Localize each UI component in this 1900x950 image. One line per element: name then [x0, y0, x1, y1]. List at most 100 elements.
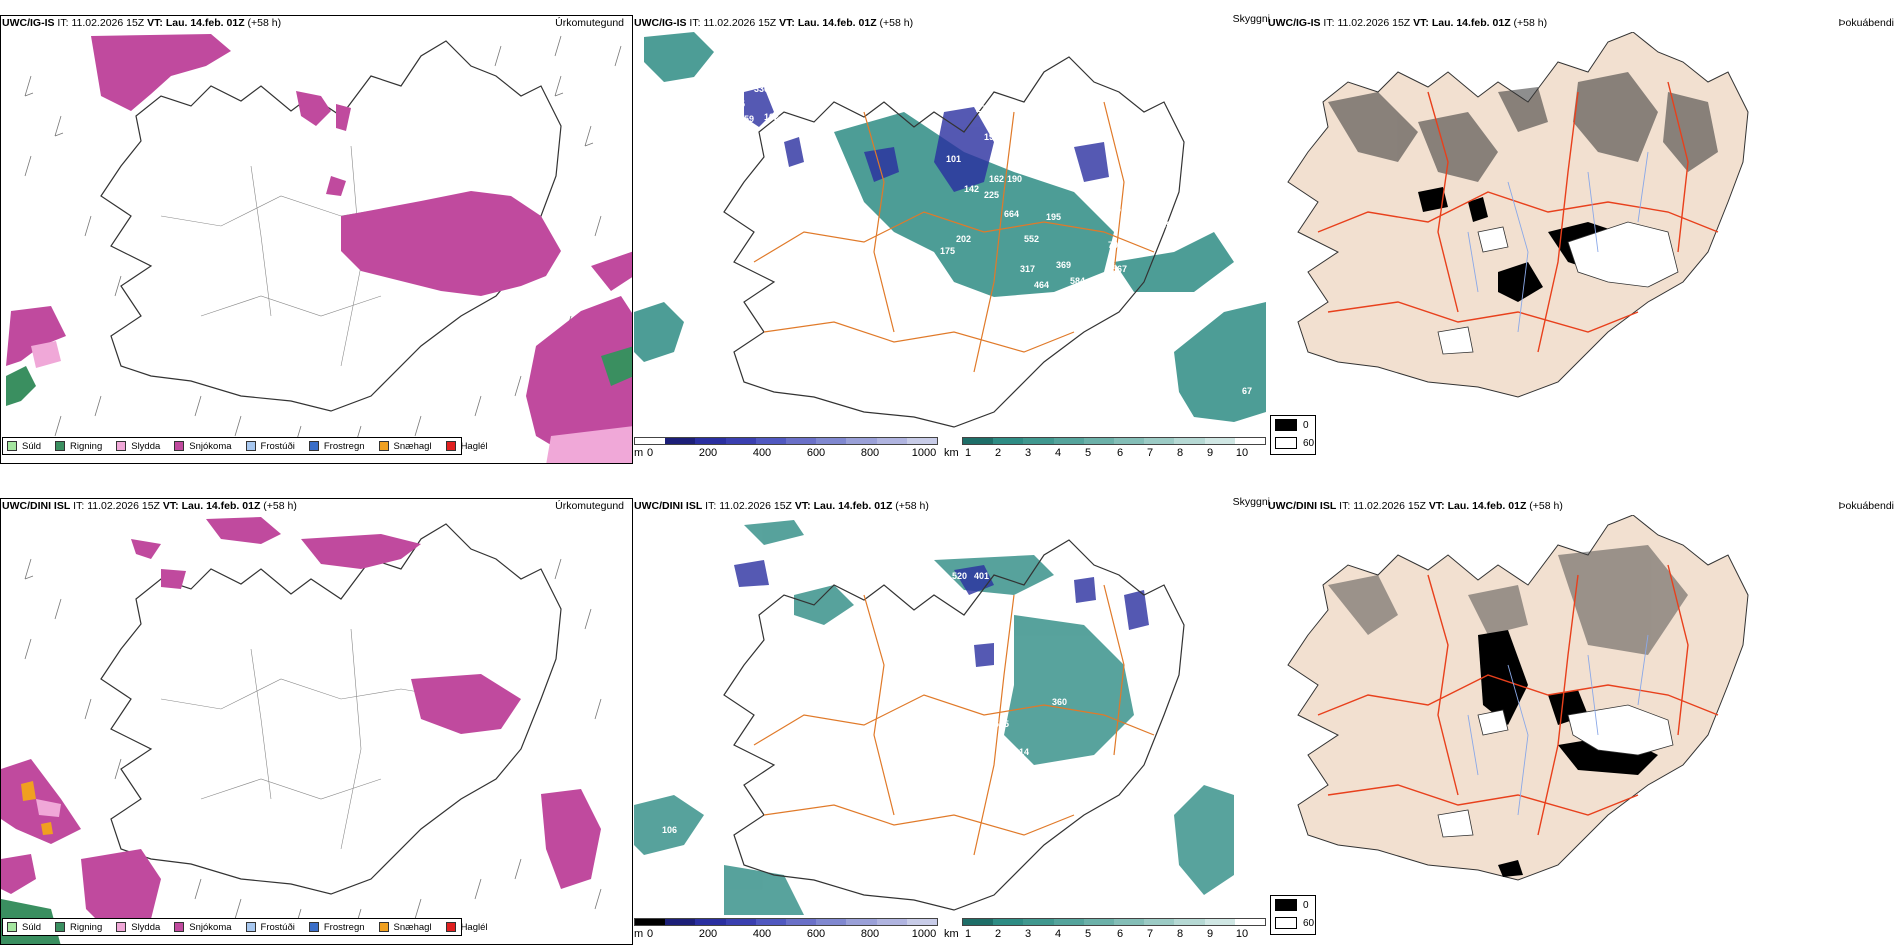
vt-value: Lau. 14.feb. 01Z: [797, 17, 877, 29]
cloud-label: 330: [754, 84, 769, 94]
scale-tick: 3: [1024, 447, 1032, 459]
lead-time: (+58 h): [879, 17, 914, 29]
legend-item-snow: Snjókoma: [174, 441, 232, 452]
scale-tick: 6: [1116, 928, 1124, 940]
cloud-label: 664: [1004, 209, 1019, 219]
legend-label: Snjókoma: [189, 921, 232, 933]
visibility-scale: km 1 2 3 4 5 6 7 8 9 10: [944, 437, 1266, 459]
legend-label: Snæhagl: [393, 921, 432, 933]
scale-tick: 9: [1206, 928, 1214, 940]
panel-header: UWC/DINI ISL IT: 11.02.2026 15Z VT: Lau.…: [1268, 498, 1898, 514]
map-fog-indicator[interactable]: [1268, 515, 1898, 915]
cloud-label: 195: [1046, 212, 1061, 222]
it-value: 11.02.2026 15Z: [703, 17, 777, 29]
cloud-label: 552: [1024, 234, 1039, 244]
cloud-label: 89: [794, 627, 804, 637]
fog-legend-row: 0: [1271, 416, 1315, 434]
vt-value: Lau. 14.feb. 01Z: [813, 500, 893, 512]
freezing-rain-swatch: [308, 922, 319, 932]
cloud-label: 567: [1112, 264, 1127, 274]
iceland-outline: [100, 523, 562, 895]
cloud-base-labels: 331 520 401 89 360 193 515 314 695 305 8…: [662, 567, 1131, 835]
model-name: UWC/DINI ISL: [634, 500, 703, 512]
lead-time: (+58 h): [263, 500, 297, 512]
cloud-label: 695: [1086, 765, 1101, 775]
map-fog-indicator[interactable]: [1268, 32, 1898, 432]
cloud-label: 175: [940, 246, 955, 256]
legend-item-freezing-drizzle: Frostúði: [245, 441, 295, 452]
legend-label: Rigning: [70, 440, 103, 452]
cloud-label: 464: [1034, 280, 1049, 290]
legend-item-graupel: Snæhagl: [378, 921, 432, 933]
iceland-outline: [723, 56, 1185, 428]
cloud-label: 401: [974, 571, 989, 581]
model-name: UWC/IG-IS: [634, 17, 687, 29]
legend-item-freezing-rain: Frostregn: [308, 441, 365, 452]
scale-tick: 600: [806, 928, 826, 940]
cloud-label: 192: [984, 132, 999, 142]
vt-label: VT:: [147, 17, 163, 29]
scale-tick: 4: [1054, 447, 1062, 459]
scale-tick: 3: [1024, 928, 1032, 940]
map-precip-type[interactable]: [0, 15, 633, 464]
cloud-label: 122: [636, 364, 651, 374]
roads: [753, 584, 1155, 856]
visibility-colorbar: [962, 437, 1266, 445]
fog-swatch-white: [1275, 917, 1297, 929]
vt-label: VT:: [779, 17, 795, 29]
scale-tick: 400: [752, 928, 772, 940]
wind-barbs: [24, 35, 622, 447]
precip-type-legend: Súld Rigning Slydda Snjókoma Frostúði Fr…: [2, 918, 488, 936]
field-name: Þokuábendi: [1838, 500, 1894, 512]
it-label: IT:: [689, 17, 701, 29]
cloud-label: 331: [786, 567, 801, 577]
cloud-base-scale: m 0 200 400 600 800 1000: [634, 918, 938, 940]
field-header: Skyggni: [1210, 11, 1270, 27]
scale-tick: 400: [752, 447, 772, 459]
scale-tick: 2: [994, 928, 1002, 940]
cloud-label: 202: [956, 234, 971, 244]
rain-swatch: [55, 922, 66, 932]
vt-label: VT:: [1428, 500, 1445, 512]
legend-item-snow: Snjókoma: [174, 921, 232, 933]
legend-item-hail: Haglél: [445, 441, 488, 452]
lead-time: (+58 h): [247, 17, 282, 29]
legend-label: Súld: [22, 440, 42, 452]
cloud-base-colorbar: [634, 437, 938, 445]
iceland-outline: [100, 40, 562, 412]
cloud-label: 225: [984, 190, 999, 200]
fog-legend-label: 0: [1303, 419, 1309, 431]
vt-label: VT:: [794, 500, 811, 512]
scale-tick: 6: [1116, 447, 1124, 459]
legend-label: Frostregn: [323, 921, 365, 933]
cloud-label: 331: [780, 84, 795, 94]
fog-legend-row: 0: [1271, 896, 1315, 914]
scale-tick: 8: [1176, 447, 1184, 459]
legend-item-freezing-drizzle: Frostúði: [245, 922, 295, 933]
scale-tick: 0: [646, 928, 654, 940]
snow-swatch: [174, 922, 185, 932]
map-canvas: [1287, 32, 1749, 398]
cloud-label: 369: [1056, 260, 1071, 270]
legend-label: Rigning: [70, 921, 103, 933]
scale-tick: 10: [1235, 447, 1249, 459]
map-precip-type[interactable]: [0, 498, 633, 945]
cloud-label: 193: [944, 727, 959, 737]
map-visibility[interactable]: 185 330 331 59 102 312 108 279 399 101 1…: [634, 32, 1266, 432]
rain-swatch: [55, 441, 66, 451]
roads: [753, 101, 1155, 373]
map-canvas: 185 330 331 59 102 312 108 279 399 101 1…: [634, 32, 1266, 432]
drizzle-swatch: [7, 441, 17, 451]
legend-label: Súld: [22, 921, 42, 933]
legend-item-sleet: Slydda: [116, 441, 160, 452]
fog-legend: 0 60: [1270, 895, 1316, 935]
field-name: Skyggni: [1232, 496, 1270, 508]
legend-item-freezing-rain: Frostregn: [308, 921, 365, 933]
cloud-label: 507: [1086, 284, 1101, 294]
map-visibility[interactable]: 331 520 401 89 360 193 515 314 695 305 8…: [634, 515, 1266, 915]
map-canvas: [6, 34, 632, 463]
cloud-label: 520: [952, 571, 967, 581]
legend-label: Snæhagl: [393, 440, 432, 452]
field-name: Úrkomutegund: [555, 17, 624, 29]
snow-swatch: [174, 441, 185, 451]
